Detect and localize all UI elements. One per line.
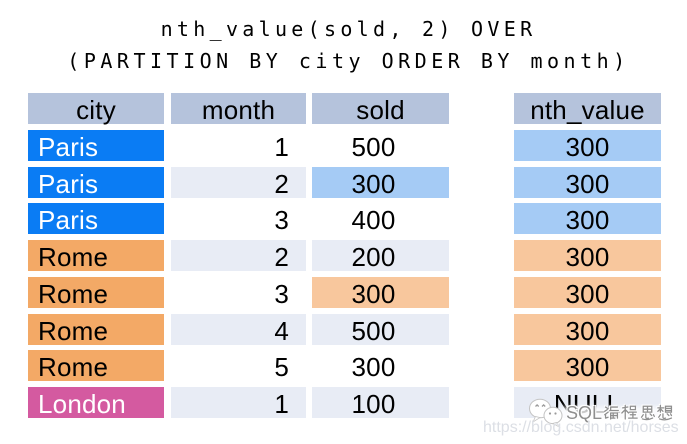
cell-month: 1 [171,130,306,162]
cell-month: 1 [171,386,306,419]
title-line-1: nth_value(sold, 2) OVER [160,16,537,41]
cell-city: Rome [28,276,164,309]
cell-sold: 500 [312,313,449,346]
cell-nth-value: 300 [514,350,661,382]
cell-sold: 100 [312,386,449,419]
cell-month: 2 [171,166,306,199]
cell-city: Rome [28,240,164,272]
cell-month: 3 [171,276,306,309]
watermark-brand-cjk-glyph [621,404,638,420]
cell-sold: 500 [312,130,449,162]
cell-city: Paris [28,130,164,162]
cell-sold: 300 [312,276,449,309]
cell-nth-value: 300 [514,203,661,235]
watermark-url: https://blog.csdn.net/horses [483,419,679,436]
cell-city: Rome [28,350,164,382]
title-line-2: (PARTITION BY city ORDER BY month) [67,48,630,73]
cell-city: Paris [28,166,164,199]
watermark-brand-cjk-glyph [657,404,673,421]
watermark-brand-cjk-glyph [604,406,619,420]
watermark-brand-latin: SQL [566,403,603,423]
cell-nth-value: 300 [514,313,661,346]
cell-city: Paris [28,203,164,235]
watermark-brand: SQL [566,404,674,422]
cell-city: London [28,386,164,419]
column-header-sold: sold [312,93,449,125]
cell-nth-value: 300 [514,130,661,162]
cell-month: 3 [171,203,306,235]
figure-title: nth_value(sold, 2) OVER (PARTITION BY ci… [5,13,687,77]
column-header-nth_value: nth_value [514,93,661,125]
cell-month: 5 [171,350,306,382]
cell-nth-value: 300 [514,166,661,199]
cell-nth-value: 300 [514,276,661,309]
cell-sold: 400 [312,203,449,235]
cell-sold: 300 [312,350,449,382]
watermark-brand-cjk-glyph [640,405,655,421]
column-header-city: city [28,93,164,125]
cell-sold: 300 [312,166,449,199]
cell-nth-value: 300 [514,240,661,272]
cell-city: Rome [28,313,164,346]
cell-sold: 200 [312,240,449,272]
cell-month: 2 [171,240,306,272]
cell-month: 4 [171,313,306,346]
wechat-icon [528,398,566,433]
column-header-month: month [171,93,306,125]
